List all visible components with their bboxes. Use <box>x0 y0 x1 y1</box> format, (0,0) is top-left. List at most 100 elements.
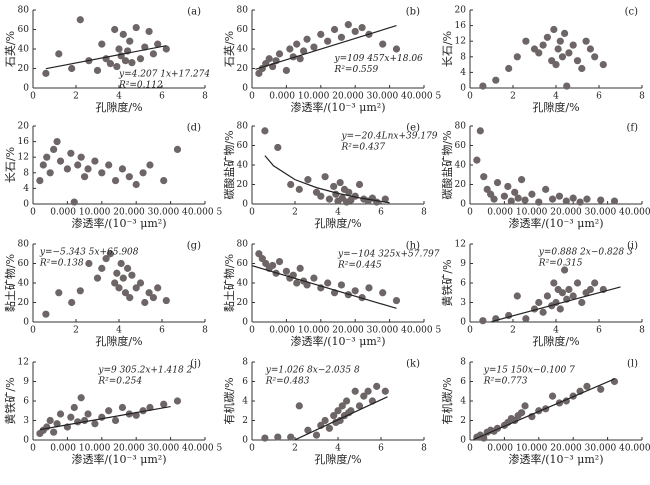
point <box>561 29 569 37</box>
y-axis-label: 石英/% <box>222 31 236 67</box>
point <box>476 127 484 135</box>
point <box>550 25 558 34</box>
equation: y=109 457x+18.06 <box>334 54 423 64</box>
y-tick-label: 0 <box>460 200 466 210</box>
equation: R²=0.773 <box>483 376 528 386</box>
point <box>303 35 311 43</box>
equation: y=−20.4Lnx+39.179 <box>340 132 437 142</box>
y-axis-label: 黄铁矿/% <box>3 377 17 424</box>
x-tick-label: 2 <box>73 92 79 102</box>
point <box>591 279 599 287</box>
y-tick-label: 20 <box>18 64 30 74</box>
x-tick-label: 0.000 3 <box>119 444 154 454</box>
point <box>552 61 560 69</box>
point <box>591 53 599 61</box>
x-tick-label: 0.000 2 <box>304 326 338 336</box>
trend-line <box>491 286 621 323</box>
x-tick-label: 8 <box>639 326 645 336</box>
point <box>162 45 170 53</box>
y-tick-label: 8 <box>460 358 466 368</box>
point <box>286 45 294 53</box>
x-tick-label: 0.000 2 <box>85 208 119 218</box>
x-tick-label: 0.000 1 <box>50 444 84 454</box>
panel-label: (a) <box>187 7 201 18</box>
x-tick-label: 6 <box>596 326 602 336</box>
point <box>507 197 515 205</box>
y-tick-label: 80 <box>237 6 249 16</box>
point <box>563 82 571 90</box>
point <box>55 289 63 297</box>
x-tick-label: 0.000 3 <box>556 444 591 454</box>
y-tick-label: 4 <box>23 184 29 194</box>
point <box>539 41 547 49</box>
y-tick-label: 6 <box>460 279 466 289</box>
point <box>36 177 44 185</box>
x-tick-label: 0.000 3 <box>338 92 373 102</box>
point <box>518 176 526 184</box>
y-axis-label: 碳酸盐矿物/% <box>440 130 454 199</box>
y-tick-label: 3 <box>23 416 29 426</box>
y-tick-label: 20 <box>18 122 30 132</box>
point <box>492 76 500 84</box>
point <box>573 279 582 287</box>
point <box>91 157 99 165</box>
y-tick-label: 2 <box>460 416 466 426</box>
x-tick-label: 0 <box>249 92 255 102</box>
point <box>119 30 127 38</box>
point <box>480 173 488 181</box>
y-tick-label: 9 <box>23 377 29 387</box>
x-tick-label: 0.000 4 <box>590 444 625 454</box>
point <box>345 188 353 196</box>
point <box>304 426 312 434</box>
point <box>146 161 154 169</box>
x-tick-label: 2 <box>510 326 516 336</box>
x-tick-label: 6 <box>596 92 602 102</box>
y-tick-label: 3 <box>460 298 466 308</box>
y-tick-label: 40 <box>18 279 30 289</box>
panel: 0 2 4 6 8 0 3 6 9 12 孔隙度/% 黄铁矿/% (i)y=0.888 2x−0.828… <box>440 240 645 349</box>
point <box>317 30 325 38</box>
point <box>583 195 591 203</box>
point <box>330 412 338 420</box>
panel: 0 2 4 6 8020406080孔隙度/%碳酸盐矿物/%(e)y=−20.4Lnx+… <box>222 122 438 231</box>
point <box>111 279 119 287</box>
point <box>128 271 136 279</box>
point <box>569 41 577 49</box>
panel-label: (d) <box>187 123 201 134</box>
point <box>550 279 558 287</box>
point <box>132 180 140 189</box>
x-tick-label: 0.000 5 <box>188 444 223 454</box>
point <box>77 153 85 161</box>
panel-label: (c) <box>625 7 639 18</box>
point <box>91 420 99 428</box>
y-tick-label: 8 <box>242 358 248 368</box>
x-tick-label: 0.000 4 <box>153 208 188 218</box>
point <box>576 198 584 206</box>
y-tick-label: 12 <box>455 240 466 250</box>
point <box>124 264 132 272</box>
point <box>373 382 381 390</box>
point <box>521 196 529 204</box>
point <box>139 169 147 177</box>
equation: R²=0.315 <box>538 258 583 268</box>
point <box>556 305 564 313</box>
x-axis-label: 孔隙度/% <box>532 334 579 348</box>
point <box>287 433 295 441</box>
y-tick-label: 6 <box>23 397 29 407</box>
point <box>337 281 346 289</box>
y-tick-label: 40 <box>237 161 249 171</box>
y-tick-label: 60 <box>18 259 30 269</box>
point <box>98 413 106 421</box>
equation: R²=0.138 <box>39 258 84 268</box>
panel-label: (i) <box>627 241 638 252</box>
point <box>67 413 75 421</box>
x-axis-label: 渗透率/(10⁻³ μm²) <box>291 334 386 348</box>
point <box>84 410 92 418</box>
y-tick-label: 0 <box>242 84 248 94</box>
panel-label: (l) <box>627 359 638 370</box>
y-tick-label: 0 <box>460 318 466 328</box>
x-tick-label: 6 <box>159 326 165 336</box>
